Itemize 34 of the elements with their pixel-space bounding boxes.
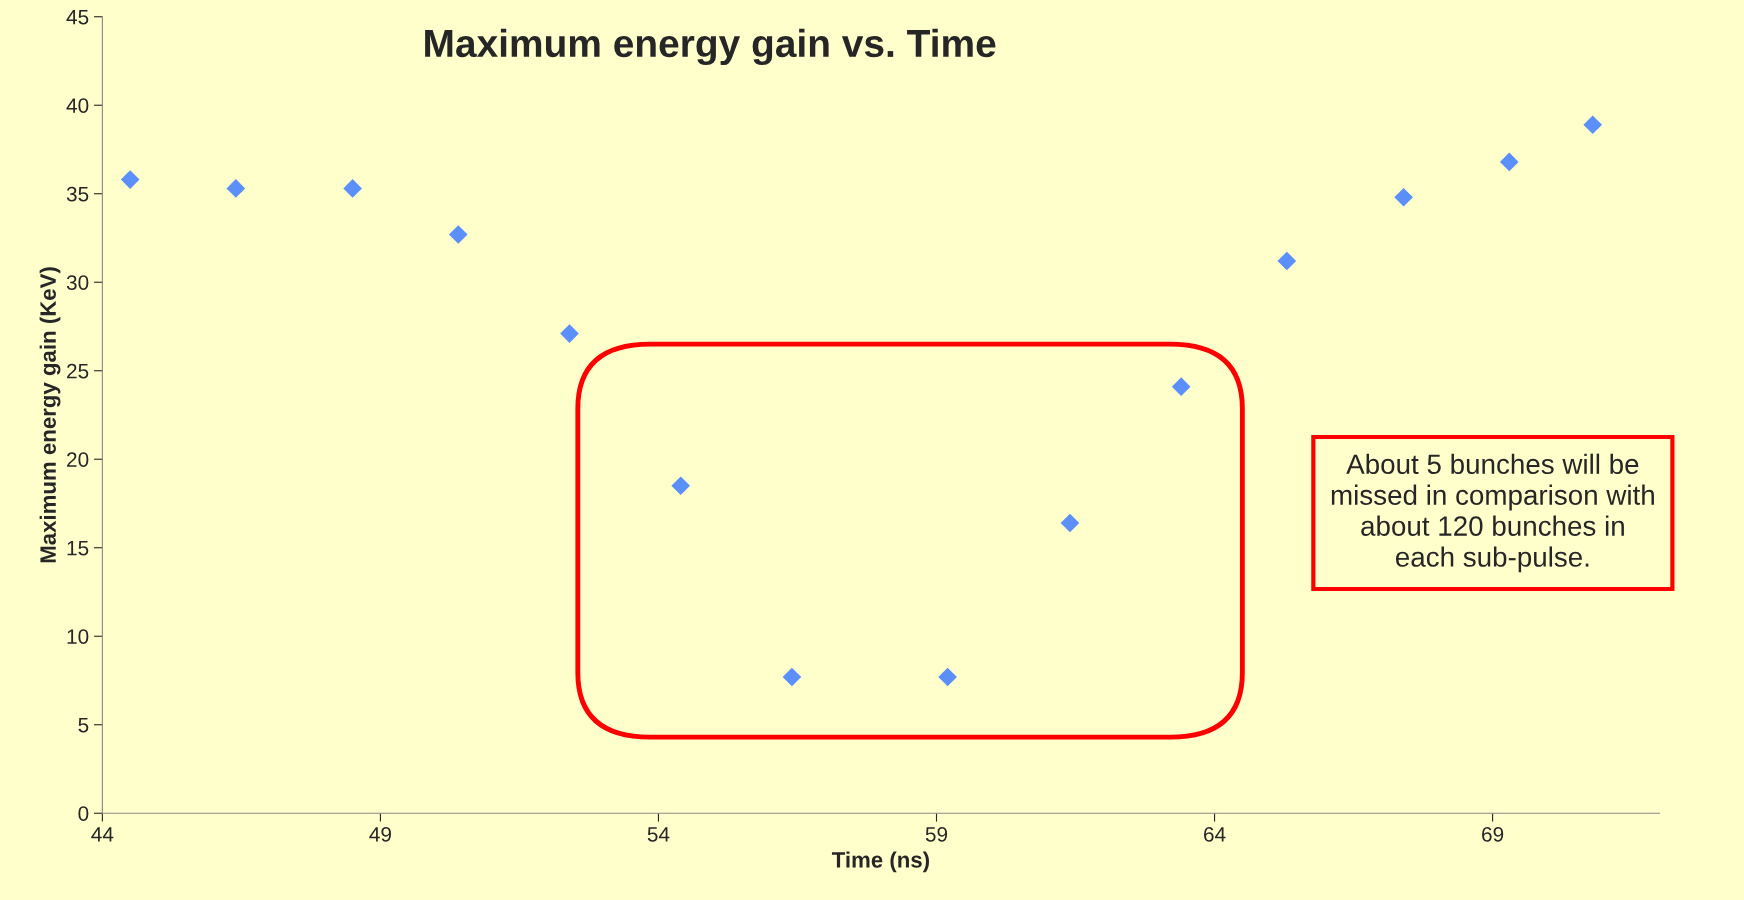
point xyxy=(782,667,802,687)
point xyxy=(938,667,957,687)
point xyxy=(1060,513,1080,533)
point xyxy=(448,225,468,244)
point xyxy=(560,324,579,343)
x-tick-label: 69 xyxy=(1482,826,1504,842)
x-tick-label: 64 xyxy=(1204,826,1226,842)
point xyxy=(1277,251,1297,271)
point xyxy=(1583,115,1602,135)
point xyxy=(671,476,691,496)
y-tick-label: 35 xyxy=(66,186,89,202)
point xyxy=(343,179,362,198)
y-axis-title: Maximum energy gain (KeV) xyxy=(39,267,61,563)
x-tick-label: 49 xyxy=(369,826,392,842)
x-tick-label: 54 xyxy=(647,827,670,842)
y-tick-label: 0 xyxy=(78,806,89,821)
y-tick-label: 15 xyxy=(67,540,89,556)
x-tick-label: 59 xyxy=(925,826,948,842)
y-tick-label: 20 xyxy=(67,452,89,467)
y-tick-label: 30 xyxy=(66,275,89,290)
point xyxy=(226,179,246,198)
y-tick-label: 10 xyxy=(67,629,89,644)
y-tick-label: 5 xyxy=(78,717,89,733)
point xyxy=(1394,187,1413,207)
x-tick-label: 44 xyxy=(91,827,114,842)
x-axis-title: Time (ns) xyxy=(831,851,929,873)
point xyxy=(1171,377,1191,396)
y-tick-label: 45 xyxy=(66,9,89,25)
y-tick-label: 40 xyxy=(66,98,89,113)
chart-title: Maximum energy gain vs. Time xyxy=(425,28,996,66)
point xyxy=(120,170,140,189)
point xyxy=(1499,152,1519,172)
annotation: About 5 bunches will be missed in comparison with about 120 bunches in each sub-pulse. xyxy=(1331,453,1654,573)
y-tick-label: 25 xyxy=(67,363,89,379)
